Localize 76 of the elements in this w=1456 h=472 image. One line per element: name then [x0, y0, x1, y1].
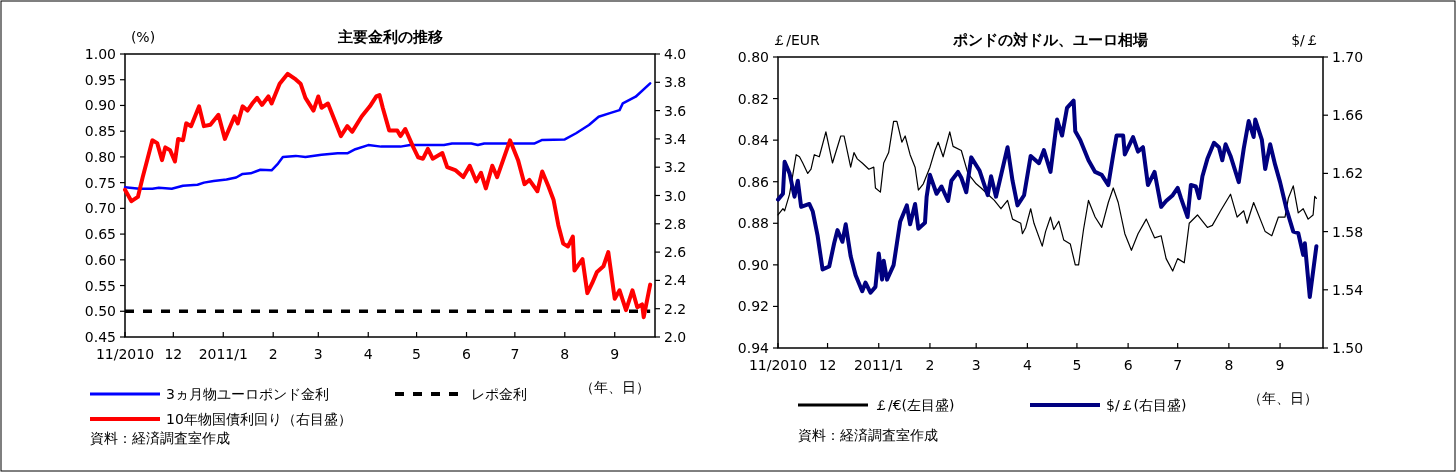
- y2-tick-label: 3.2: [664, 159, 687, 176]
- y-tick-label: 0.80: [84, 148, 116, 165]
- y2-tick-label: 1.50: [1332, 340, 1364, 356]
- y2-tick-label: 1.70: [1332, 49, 1364, 65]
- x-tick-label: 4: [1022, 357, 1032, 373]
- y2-tick-label: 2.6: [664, 244, 687, 261]
- y-tick-label: 0.84: [737, 132, 770, 149]
- y2-tick-label: 3.0: [664, 187, 687, 204]
- y-tick-label: 0.55: [84, 277, 116, 294]
- y-tick-label: 0.94: [737, 340, 770, 356]
- x-tick-label: 4: [363, 346, 373, 362]
- x-axis-title: （年、日）: [1248, 390, 1318, 406]
- y2-tick-label: 1.54: [1332, 281, 1364, 298]
- x-tick-label: 12: [818, 357, 837, 373]
- y-tick-label: 0.75: [84, 174, 116, 191]
- x-axis-title: （年、日）: [580, 379, 650, 395]
- y2-tick-label: 2.4: [664, 272, 687, 289]
- legend-label: レポ金利: [471, 386, 527, 402]
- x-tick-label: 8: [1224, 357, 1234, 373]
- y-tick-label: 0.60: [84, 251, 116, 268]
- x-tick-label: 5: [412, 346, 422, 362]
- y2-tick-label: 4.0: [664, 46, 687, 62]
- y-tick-label: 0.80: [737, 49, 769, 65]
- y-tick-label: 0.70: [84, 200, 116, 217]
- chart-title: 主要金利の推移: [336, 28, 443, 46]
- x-tick-label: 3: [313, 346, 323, 362]
- y2-tick-label: 3.6: [664, 102, 687, 119]
- legend-label: $/￡(右目盛): [1106, 397, 1187, 413]
- y-tick-label: 0.90: [84, 97, 116, 114]
- legend-label: ￡/€(左目盛): [874, 397, 955, 413]
- y2-tick-label: 1.66: [1332, 107, 1364, 124]
- x-tick-label: 2: [268, 346, 278, 362]
- y2-tick-label: 2.8: [664, 215, 687, 232]
- y-axis-title: (%): [130, 29, 156, 45]
- x-tick-label: 6: [1123, 357, 1133, 373]
- y-tick-label: 0.82: [737, 90, 769, 107]
- line-series: [123, 71, 653, 320]
- x-tick-label: 9: [610, 346, 620, 362]
- legend-label: 10年物国債利回り（右目盛）: [166, 411, 352, 427]
- line-series: [776, 98, 1319, 300]
- y2-tick-label: 1.58: [1332, 223, 1364, 240]
- y-tick-label: 0.88: [737, 215, 769, 232]
- x-tick-label: 11/2010: [95, 346, 155, 362]
- y-tick-label: 1.00: [84, 46, 116, 62]
- text: 資料：経済調査室作成: [798, 427, 938, 443]
- x-tick-label: 11/2010: [748, 357, 808, 373]
- x-tick-label: 9: [1275, 357, 1285, 373]
- y-tick-label: 0.85: [84, 123, 116, 140]
- line-series: [123, 82, 652, 191]
- y-tick-label: 0.45: [84, 329, 116, 345]
- y2-axis-title: $/￡: [1291, 32, 1319, 48]
- x-tick-label: 5: [1072, 357, 1082, 373]
- y-tick-label: 0.50: [84, 303, 116, 320]
- x-tick-label: 2: [925, 357, 935, 373]
- y2-tick-label: 3.8: [664, 74, 687, 91]
- y2-tick-label: 2.2: [664, 300, 687, 317]
- chart-title: ポンドの対ドル、ユーロ相場: [952, 31, 1148, 49]
- text: 資料：経済調査室作成: [90, 430, 230, 446]
- legend-label: 3ヵ月物ユーロポンド金利: [166, 386, 329, 402]
- y-tick-label: 0.92: [737, 298, 769, 315]
- x-tick-label: 8: [560, 346, 570, 362]
- x-tick-label: 12: [164, 346, 183, 362]
- x-tick-label: 3: [971, 357, 981, 373]
- y-tick-label: 0.86: [737, 173, 770, 190]
- x-tick-label: 6: [462, 346, 472, 362]
- y-axis-title: ￡/EUR: [772, 32, 821, 48]
- x-tick-label: 2011/1: [198, 346, 248, 362]
- y-tick-label: 0.95: [84, 71, 116, 88]
- y2-tick-label: 3.4: [664, 130, 687, 147]
- x-tick-label: 7: [510, 346, 520, 362]
- y-tick-label: 0.65: [84, 226, 116, 243]
- y2-tick-label: 1.62: [1332, 165, 1364, 182]
- y-tick-label: 0.90: [737, 256, 769, 273]
- y2-tick-label: 2.0: [664, 329, 687, 345]
- x-tick-label: 7: [1173, 357, 1183, 373]
- x-tick-label: 2011/1: [854, 357, 904, 373]
